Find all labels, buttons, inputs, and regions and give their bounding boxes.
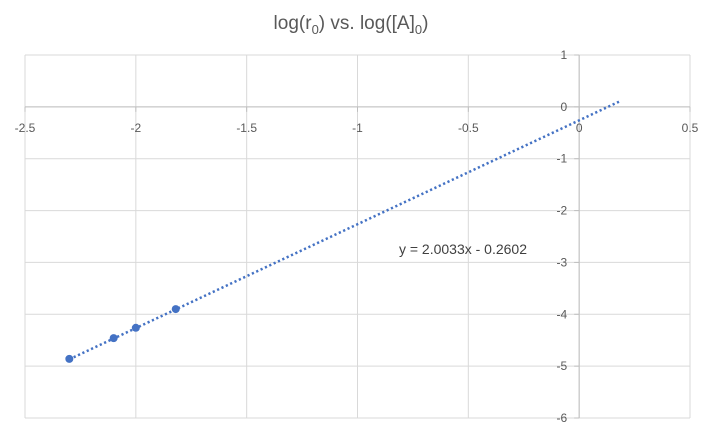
title-part: ) vs. log([A]	[319, 13, 415, 34]
x-tick-label: 0.5	[682, 121, 699, 135]
trendline-equation: y = 2.0033x - 0.2602	[399, 241, 527, 257]
y-tick-label: -4	[556, 307, 567, 321]
x-tick-label: 0	[576, 121, 583, 135]
data-point	[65, 354, 74, 363]
tick-labels: -2.5 -2 -1.5 -1 -0.5 0 0.5 1 0 -1 -2 -3 -4 -5 -6	[15, 48, 699, 425]
data-point	[131, 323, 140, 332]
title-subscript: 0	[415, 22, 422, 37]
title-part: )	[422, 13, 428, 34]
x-tick-label: -1.5	[236, 121, 257, 135]
data-point	[109, 334, 118, 343]
x-tick-label: -2	[130, 121, 141, 135]
x-tick-label: -1	[352, 121, 363, 135]
y-tick-label: -6	[556, 411, 567, 425]
trendline-group	[68, 100, 620, 361]
chart-title: log(r0) vs. log([A]0)	[274, 13, 429, 37]
trendline	[68, 100, 620, 361]
y-tick-label: -5	[556, 359, 567, 373]
x-tick-label: -2.5	[15, 121, 36, 135]
y-tick-label: -1	[556, 152, 567, 166]
title-subscript: 0	[312, 22, 319, 37]
x-tick-label: -0.5	[458, 121, 479, 135]
y-tick-label: 0	[560, 100, 567, 114]
title-part: log(r	[274, 13, 313, 34]
y-tick-label: -2	[556, 204, 567, 218]
y-tick-label: 1	[560, 48, 567, 62]
y-tick-label: -3	[556, 255, 567, 269]
data-points	[65, 305, 180, 363]
data-point	[171, 305, 180, 314]
axes	[24, 54, 691, 419]
